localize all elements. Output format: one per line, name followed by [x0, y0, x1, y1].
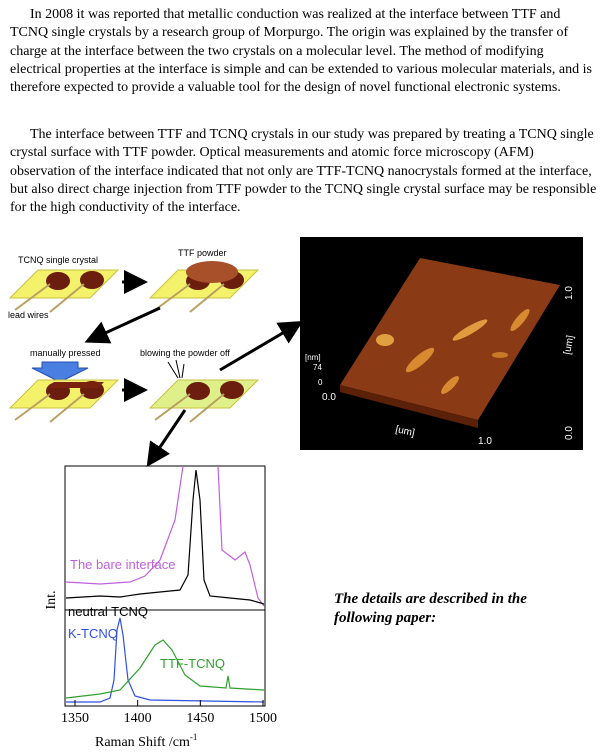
axis-label: [um]: [394, 424, 416, 439]
curve-label: K-TCNQ: [68, 626, 118, 641]
afm-image: 1.0 [um] [nm] 74 0 0.0 [um] 1.0 0.0: [300, 237, 583, 450]
axis-label: 1.0: [564, 286, 575, 300]
y-axis-label: Int.: [44, 590, 59, 609]
curve: [66, 617, 265, 703]
x-tick-label: 1350: [61, 711, 89, 726]
label: TTF powder: [178, 248, 227, 258]
axis-label: 1.0: [478, 436, 492, 447]
axis-label: 0.0: [564, 426, 575, 440]
raman-chart: The bare interface neutral TCNQ K-TCNQ T…: [44, 465, 277, 750]
curve: [65, 465, 265, 607]
crystal-setup: [8, 379, 120, 423]
curve-label: TTF-TCNQ: [160, 656, 225, 671]
diagram: TCNQ single crystal lead wires TTF powde…: [8, 248, 304, 467]
axis-label: 0.0: [322, 392, 336, 403]
label: manually pressed: [30, 348, 101, 358]
crystal-setup: [148, 379, 260, 423]
crystal-setup: [148, 261, 260, 313]
axis-label: 0: [318, 378, 323, 387]
x-tick-label: 1400: [124, 711, 152, 726]
curve: [65, 469, 265, 605]
curve: [65, 639, 265, 699]
axis-label: 74: [313, 363, 322, 372]
x-axis-label: Raman Shift /cm-1: [95, 732, 197, 750]
x-axis-label-sup: -1: [190, 732, 198, 742]
note: The details are described in the followi…: [334, 591, 527, 626]
curve-label: neutral TCNQ: [68, 604, 148, 619]
axis-label: [um]: [562, 334, 576, 355]
label: lead wires: [8, 310, 49, 320]
label: TCNQ single crystal: [18, 255, 98, 265]
x-tick-label: 1450: [186, 711, 214, 726]
paragraph: The interface between TTF and TCNQ cryst…: [10, 127, 597, 216]
curve-label: The bare interface: [70, 557, 176, 572]
label: blowing the powder off: [140, 348, 230, 358]
crystal-setup: [8, 269, 120, 313]
x-tick-label: 1500: [249, 711, 277, 726]
paragraph: In 2008 it was reported that metallic co…: [10, 7, 592, 96]
x-axis-label-text: Raman Shift /cm: [95, 735, 190, 750]
axis-label: [nm]: [305, 353, 321, 362]
